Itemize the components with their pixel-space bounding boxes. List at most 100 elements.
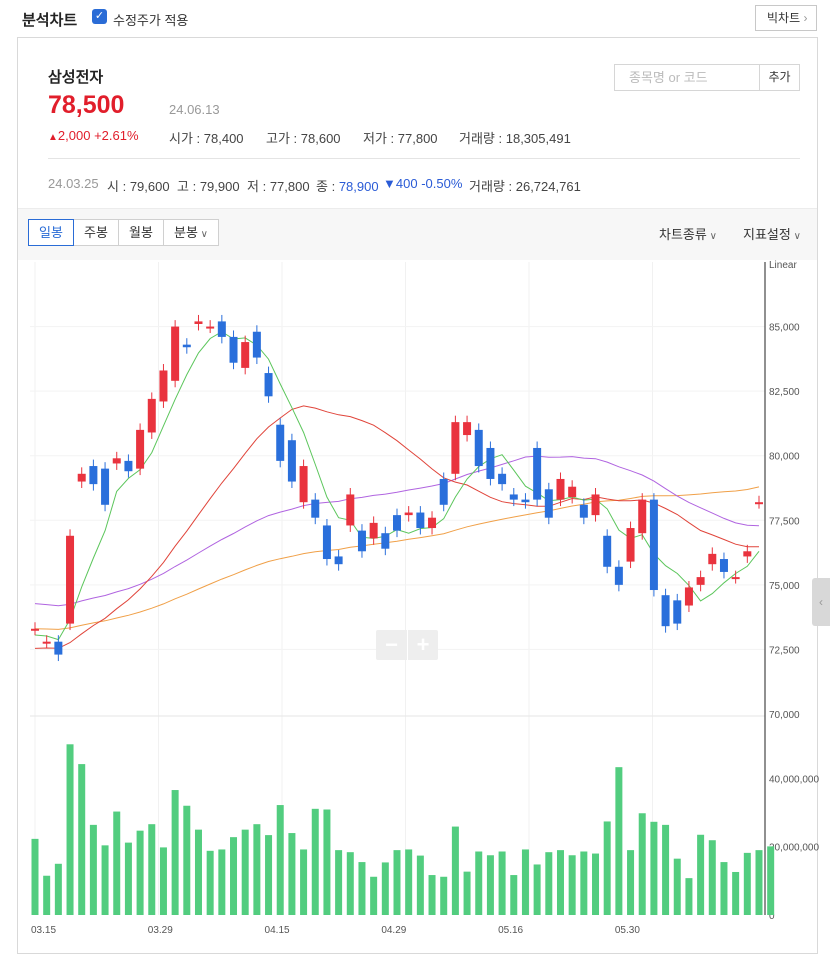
candle-body <box>89 466 98 485</box>
candle-body <box>101 468 110 505</box>
volume-bar <box>253 824 261 915</box>
volume-bar <box>697 834 705 915</box>
volume-tick-label: 20,000,000 <box>769 843 819 854</box>
candle-body <box>31 628 39 631</box>
volume-bar <box>159 847 167 915</box>
scale-label: Linear <box>769 260 797 271</box>
volume-bar <box>580 851 588 915</box>
search-input[interactable]: 종목명 or 코드 <box>614 64 760 91</box>
tab-monthly[interactable]: 월봉 <box>118 219 164 246</box>
current-price: 78,500 <box>48 91 125 119</box>
volume-bar <box>288 833 296 915</box>
volume-bar <box>300 849 308 915</box>
hover-change-percent: -0.50% <box>421 176 463 191</box>
volume-bar <box>148 824 156 915</box>
x-tick-label: 05.16 <box>498 925 523 936</box>
volume-bar <box>381 862 389 915</box>
candle-body <box>591 494 600 516</box>
candle-body <box>603 535 612 567</box>
volume-bar <box>510 875 518 915</box>
volume-bar <box>755 850 763 915</box>
candle-body <box>649 499 658 591</box>
adjusted-price-label[interactable]: 수정주가 적용 <box>113 13 189 28</box>
volume-bar <box>545 852 553 915</box>
volume-bar <box>78 764 86 915</box>
x-tick-label: 05.30 <box>615 925 640 936</box>
volume-bar <box>393 850 401 915</box>
volume-bar <box>627 850 635 915</box>
volume-bar <box>101 845 109 915</box>
volume-bar <box>720 862 728 915</box>
zoom-control: − + <box>376 630 438 660</box>
chart-type-label: 차트종류 <box>659 227 707 242</box>
high-label: 고가 <box>266 131 290 146</box>
volume-bar <box>650 821 658 915</box>
hover-high-value: 79,900 <box>199 179 240 194</box>
low-label: 저가 <box>363 131 387 146</box>
candle-body <box>684 587 693 606</box>
volume-bar <box>265 835 273 915</box>
ma120-line <box>34 486 760 630</box>
volume-bar <box>136 830 144 915</box>
stock-name: 삼성전자 <box>48 69 104 86</box>
volume-bar <box>533 864 541 915</box>
hover-close-value: 78,900 <box>338 179 379 194</box>
divider <box>48 158 800 159</box>
page-title: 분석차트 <box>22 12 78 29</box>
volume-bar <box>673 858 681 915</box>
chevron-down-icon: ∨ <box>790 231 801 242</box>
volume-bar <box>568 855 576 915</box>
volume-bar <box>276 805 284 915</box>
hover-high-label: 고 <box>177 179 189 194</box>
candle-body <box>509 494 518 500</box>
side-panel-toggle[interactable]: ‹ <box>812 578 830 626</box>
hover-low-value: 77,800 <box>269 179 310 194</box>
add-button[interactable]: 추가 <box>760 64 800 91</box>
volume-bar <box>521 849 529 915</box>
volume-bar <box>440 876 448 915</box>
volume-bar <box>451 826 459 915</box>
volume-bar <box>183 805 191 915</box>
candle-body <box>194 321 203 324</box>
volume-bar <box>732 871 740 915</box>
price-tick-label: 75,000 <box>769 581 800 592</box>
up-triangle-icon: ▲ <box>48 132 58 143</box>
candle-body <box>311 499 320 518</box>
chart-type-menu[interactable]: 차트종류 ∨ <box>659 224 717 243</box>
zoom-in-button[interactable]: + <box>407 630 438 660</box>
volume-bar <box>463 871 471 915</box>
open-info: 시가 : 78,400 <box>169 131 244 146</box>
candle-body <box>159 370 168 402</box>
hover-volume: 거래량 : 26,724,761 <box>469 179 581 194</box>
price-tick-label: 70,000 <box>769 710 800 721</box>
volume-bar <box>346 852 354 915</box>
candle-body <box>626 528 635 562</box>
tab-weekly[interactable]: 주봉 <box>73 219 119 246</box>
candle-body <box>661 595 670 627</box>
volume-label: 거래량 <box>459 131 495 146</box>
tab-daily[interactable]: 일봉 <box>28 219 74 246</box>
zoom-out-button[interactable]: − <box>385 632 398 657</box>
chevron-right-icon: › <box>803 11 808 25</box>
volume-bar <box>323 809 331 915</box>
volume-bar <box>405 849 413 915</box>
hover-change-amount: 400 <box>395 176 418 191</box>
candle-body <box>731 577 740 580</box>
candle-body <box>334 556 343 565</box>
adjusted-price-checkbox[interactable]: ✓ <box>92 9 107 24</box>
low-value: 77,800 <box>397 131 438 146</box>
volume-bar <box>124 842 132 915</box>
candle-body <box>276 424 285 461</box>
indicator-menu[interactable]: 지표설정 ∨ <box>743 224 801 243</box>
tab-minute[interactable]: 분봉 ∨ <box>163 219 219 246</box>
big-chart-button[interactable]: 빅차트 › <box>755 5 817 31</box>
x-tick-label: 04.29 <box>381 925 406 936</box>
volume-bar <box>428 875 436 915</box>
candle-body <box>54 641 63 655</box>
candle-body <box>182 344 191 348</box>
change-percent: +2.61% <box>94 128 139 143</box>
candle-body <box>369 522 378 539</box>
chevron-left-icon: ‹ <box>819 595 823 609</box>
price-tick-label: 82,500 <box>769 387 800 398</box>
